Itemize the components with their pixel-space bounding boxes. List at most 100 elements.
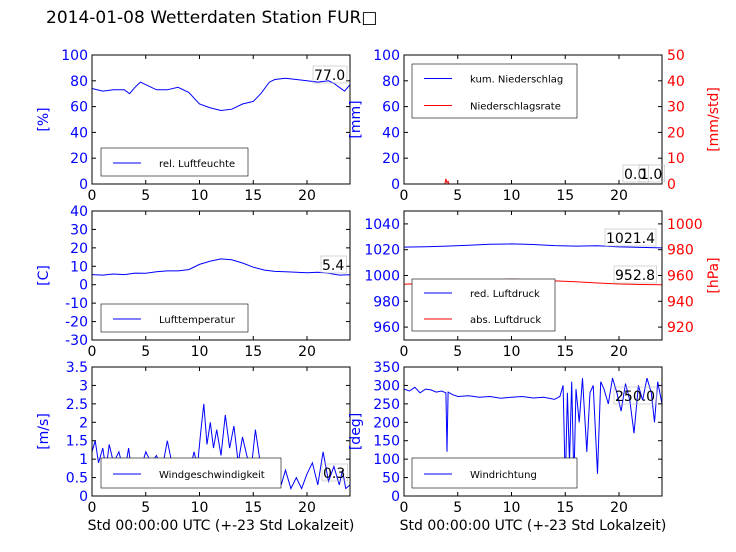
y-tick-label: 100	[61, 48, 88, 64]
y-tick-label: 150	[373, 434, 400, 450]
x-tick-label: 20	[298, 500, 316, 516]
series-line-rel-luftfeuchte	[92, 77, 350, 112]
plot-frame	[91, 366, 351, 497]
x-tick-label: 15	[244, 344, 262, 360]
y-tick-label: 50	[382, 471, 400, 487]
chart-panel-2: 0 5 10 15 20 0 20 40 60 80 100 0 10 20 30 40 50 [mm] [mm/s…	[348, 48, 722, 204]
y-tick-label: 200	[373, 415, 400, 431]
y-tick-label: 0.5	[66, 471, 88, 487]
y-tick-label: 40	[382, 125, 400, 141]
y-tick-label: 0	[79, 177, 88, 193]
y-tick-label: -30	[65, 333, 88, 349]
y-tick-label: 40	[70, 204, 88, 220]
chart-panel-4: 0 5 10 15 20 960 980 1000 1020 1040 920 940 960 980 10…	[364, 210, 722, 360]
x-tick-label: 20	[610, 500, 628, 516]
x-tick-label: 15	[244, 188, 262, 204]
series-line-windrichtung	[404, 377, 662, 485]
legend-label: rel. Luftfeuchte	[159, 159, 235, 170]
legend-label: abs. Luftdruck	[470, 315, 541, 326]
y-tick-label: 20	[382, 151, 400, 167]
legend-label: Windgeschwindigkeit	[159, 470, 265, 481]
x-axis-label: Std 00:00:00 UTC (+-23 Std Lokalzeit)	[88, 518, 355, 534]
y-tick-label: 0	[391, 177, 400, 193]
chart-panel-3: 0 5 10 15 20 -30 -20 -10 0 10 20 30 40 [C] Lufttempera…	[36, 204, 351, 360]
y-tick-label: 60	[70, 100, 88, 116]
y-right-tick-label: 980	[667, 243, 694, 259]
y-tick-label: 0	[79, 278, 88, 294]
series-line-red-luftdruck	[404, 243, 662, 249]
y-right-tick-label: 940	[667, 294, 694, 310]
last-value-box	[622, 164, 649, 183]
last-value-box	[613, 265, 657, 284]
y-tick-label: 960	[373, 320, 400, 336]
y-right-tick-label: 30	[667, 100, 685, 116]
y-tick-label: 250	[373, 397, 400, 413]
y-right-tick-label: 0	[667, 177, 676, 193]
x-tick-label: 5	[141, 344, 150, 360]
y-tick-label: 100	[373, 48, 400, 64]
legend-label: red. Luftdruck	[470, 289, 540, 300]
x-tick-label: 10	[191, 500, 209, 516]
last-value-box	[320, 255, 347, 274]
last-value-box	[613, 386, 657, 405]
y-right-tick-label: 50	[667, 48, 685, 64]
x-tick-label: 20	[610, 188, 628, 204]
x-tick-label: 5	[453, 344, 462, 360]
x-tick-label: 5	[141, 500, 150, 516]
last-value-label: 0.3	[323, 466, 345, 482]
y-right-tick-label: 20	[667, 125, 685, 141]
legend-box	[411, 63, 578, 119]
x-tick-label: 0	[88, 500, 97, 516]
chart-title: 2014-01-08 Wetterdaten Station FUR□	[46, 8, 378, 28]
y-tick-label: 80	[70, 74, 88, 90]
y-tick-label: 3	[79, 378, 88, 394]
y-right-tick-label: 40	[667, 74, 685, 90]
y-axis-label: [C]	[36, 265, 52, 286]
x-tick-label: 10	[191, 188, 209, 204]
x-tick-label: 5	[453, 500, 462, 516]
y-tick-label: 2.5	[66, 397, 88, 413]
y-tick-label: 1020	[364, 243, 400, 259]
last-value-label: 1021.4	[606, 231, 655, 247]
legend-box	[411, 278, 556, 332]
y-axis-label: [mm]	[348, 100, 364, 138]
y-tick-label: 80	[382, 74, 400, 90]
legend-box	[100, 147, 249, 177]
y-tick-label: 3.5	[66, 360, 88, 376]
y-tick-label: 100	[373, 452, 400, 468]
last-value-label: 0.0	[624, 167, 646, 183]
x-tick-label: 10	[503, 500, 521, 516]
x-tick-label: 15	[556, 188, 574, 204]
chart-panel-1: 0 5 10 15 20 0 20 40 60 80 100 [%] rel. Luftfeuchte 7…	[36, 48, 351, 204]
x-tick-label: 10	[503, 188, 521, 204]
x-tick-label: 15	[556, 500, 574, 516]
y-tick-label: 20	[70, 151, 88, 167]
y-right-tick-label: 920	[667, 320, 694, 336]
legend-label: kum. Niederschlag	[470, 75, 563, 86]
y-right-tick-label: 10	[667, 151, 685, 167]
last-value-label: 1.0	[640, 167, 662, 183]
x-tick-label: 0	[400, 500, 409, 516]
y-tick-label: 300	[373, 378, 400, 394]
y-tick-label: 1.5	[66, 434, 88, 450]
series-line-lufttemperatur	[92, 258, 350, 276]
last-value-label: 952.8	[615, 268, 655, 284]
x-tick-label: 0	[88, 188, 97, 204]
x-tick-label: 10	[503, 344, 521, 360]
y-tick-label: 40	[70, 125, 88, 141]
legend-box	[100, 303, 249, 333]
y-tick-label: 0	[79, 489, 88, 505]
x-tick-label: 20	[298, 188, 316, 204]
y-tick-label: 0	[391, 489, 400, 505]
last-value-box	[604, 228, 657, 247]
last-value-box	[638, 164, 665, 183]
legend-box	[411, 457, 578, 489]
x-tick-label: 20	[610, 344, 628, 360]
x-tick-label: 20	[298, 344, 316, 360]
last-value-label: 5.4	[322, 258, 344, 274]
x-tick-label: 15	[244, 500, 262, 516]
last-value-box	[312, 65, 348, 84]
legend-label: Windrichtung	[470, 470, 537, 481]
